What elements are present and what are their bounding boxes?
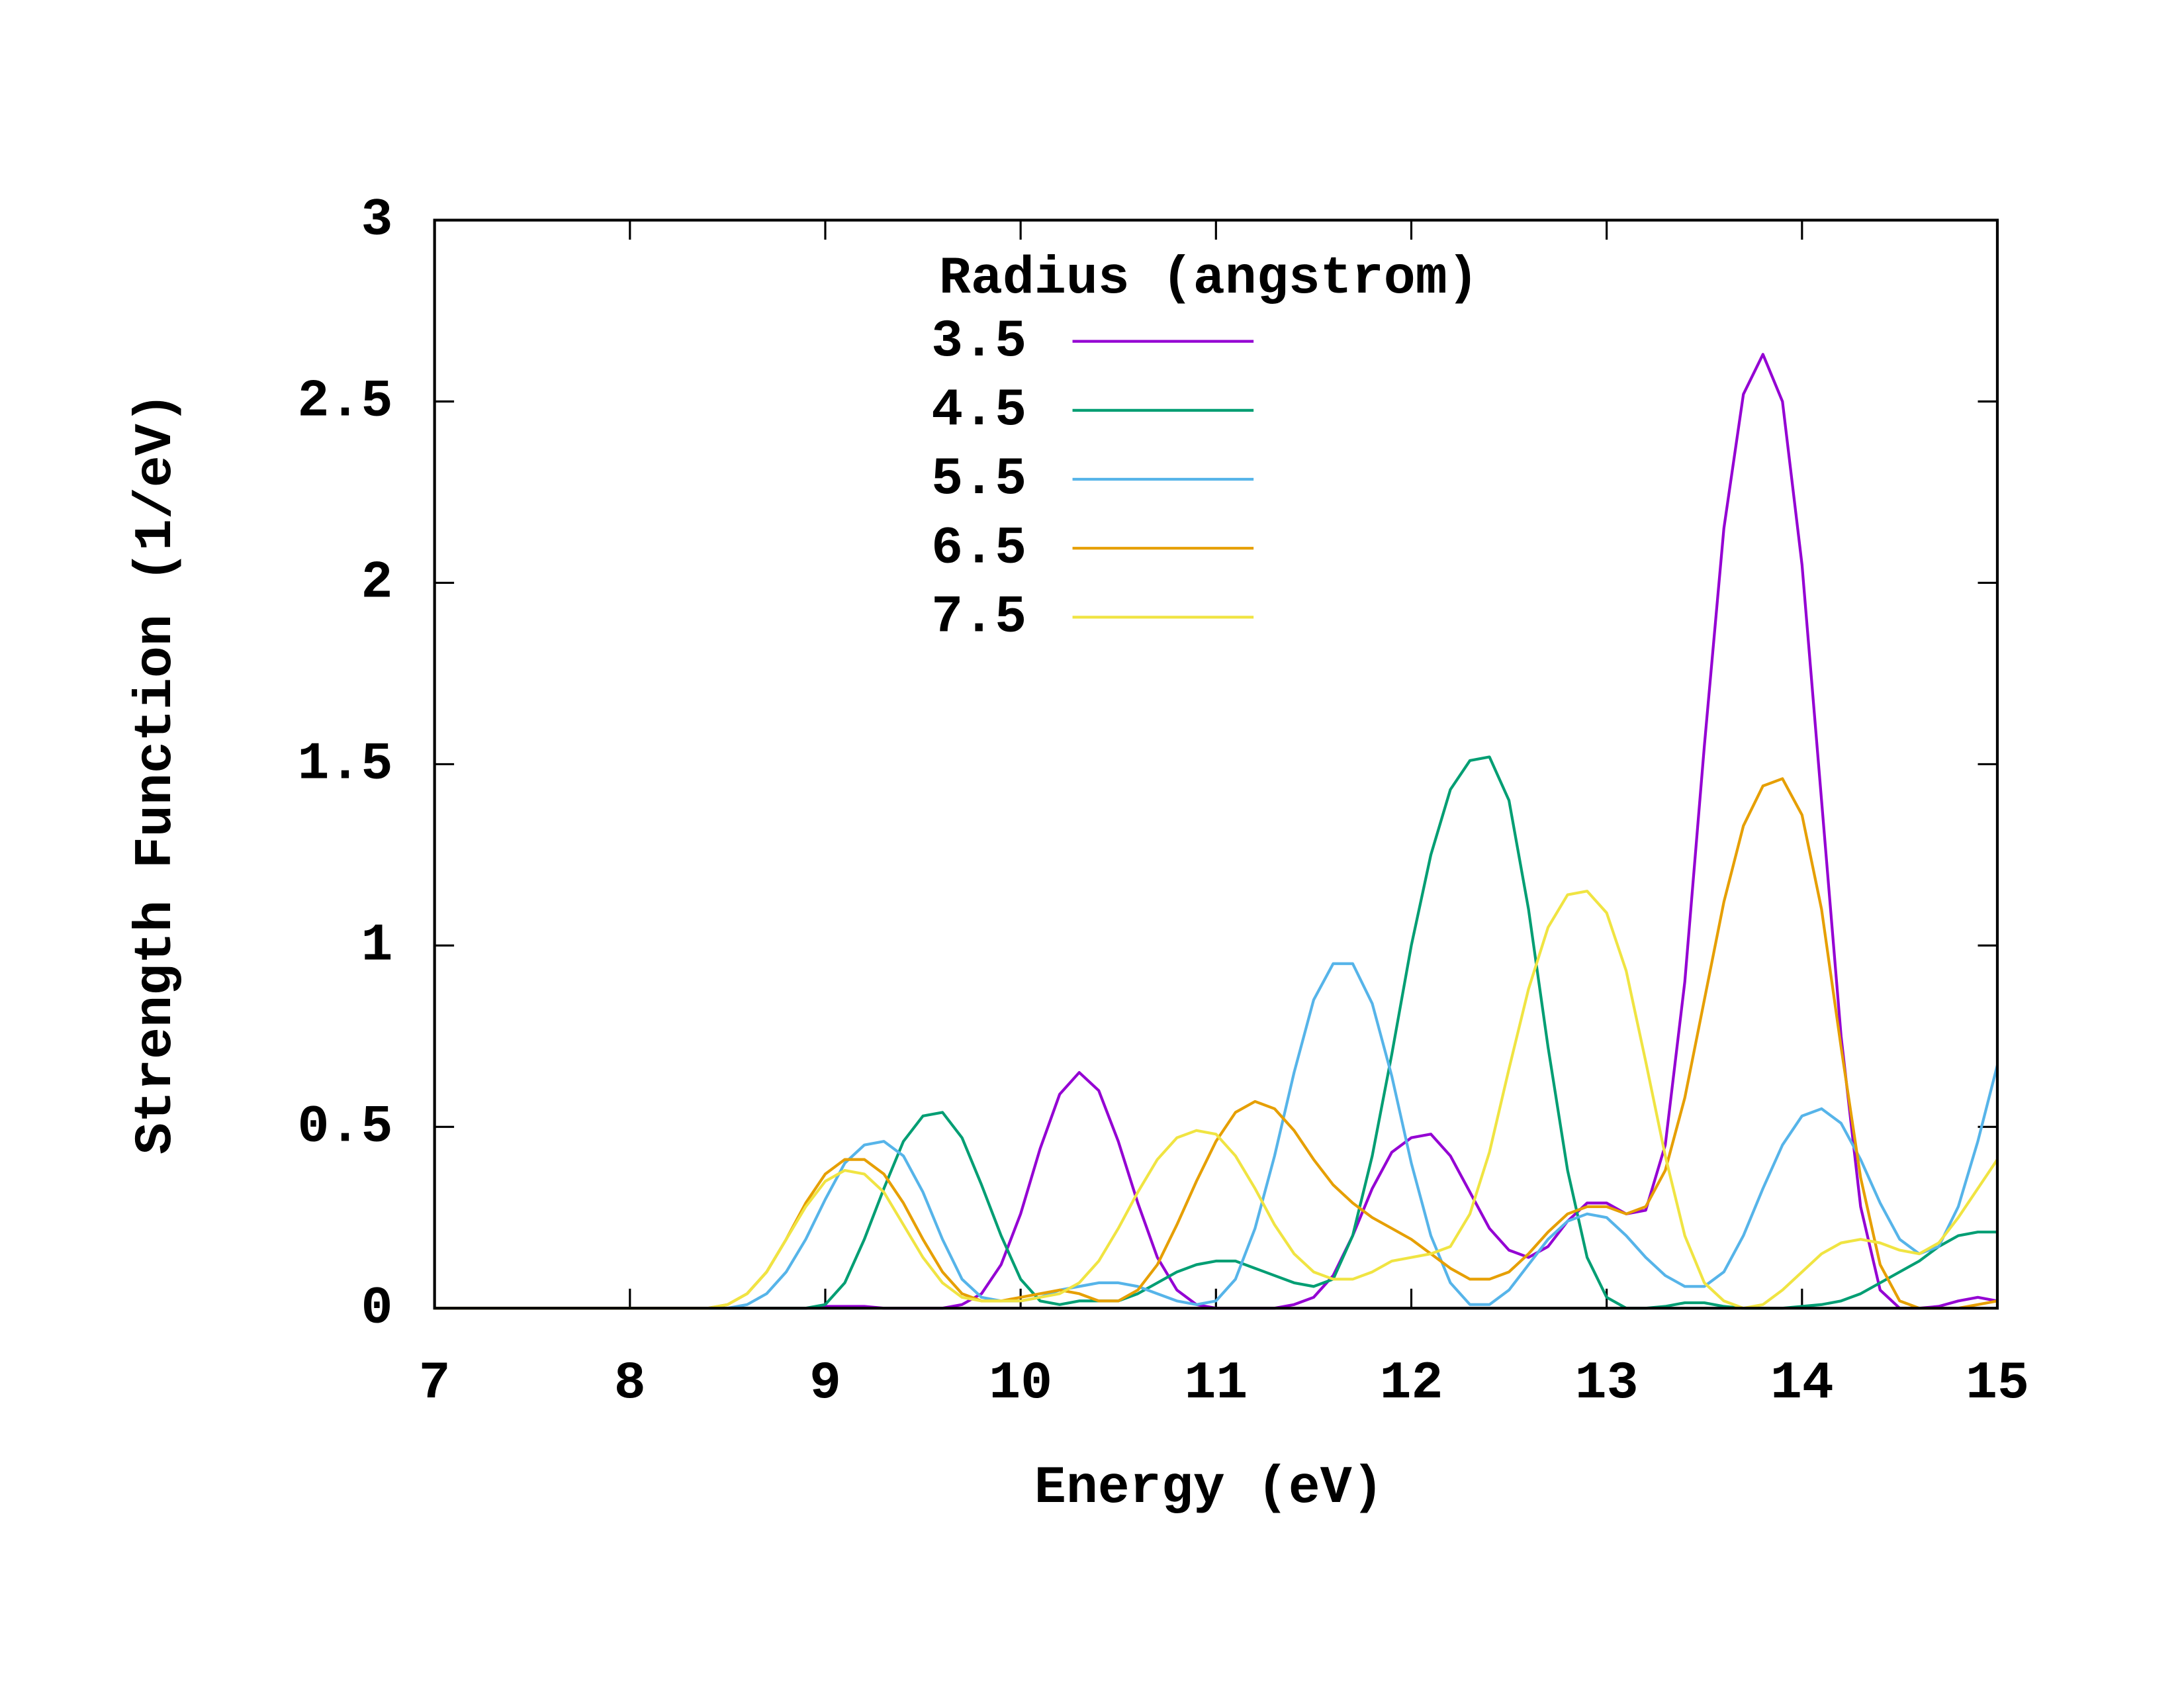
- y-tick-label: 2: [361, 553, 392, 614]
- x-axis-label: Energy (eV): [1034, 1458, 1384, 1519]
- legend-label: 6.5: [931, 518, 1026, 579]
- y-tick-label: 1.5: [298, 735, 393, 795]
- x-tick-label: 12: [1379, 1354, 1443, 1414]
- x-tick-label: 9: [809, 1354, 841, 1414]
- x-tick-label: 13: [1575, 1354, 1639, 1414]
- x-tick-label: 15: [1966, 1354, 2029, 1414]
- x-tick-label: 11: [1184, 1354, 1248, 1414]
- legend-title: Radius (angstrom): [939, 249, 1479, 309]
- y-tick-label: 1: [361, 915, 392, 976]
- x-tick-label: 7: [419, 1354, 451, 1414]
- x-tick-label: 14: [1770, 1354, 1834, 1414]
- y-tick-label: 0.5: [298, 1097, 393, 1157]
- y-tick-label: 0: [361, 1278, 392, 1338]
- legend-label: 4.5: [931, 381, 1026, 441]
- y-tick-label: 2.5: [298, 372, 393, 432]
- legend-label: 5.5: [931, 449, 1026, 510]
- legend-label: 3.5: [931, 312, 1026, 372]
- legend-label: 7.5: [931, 587, 1026, 647]
- y-axis-label: Strength Function (1/eV): [126, 392, 187, 1154]
- x-tick-label: 8: [614, 1354, 646, 1414]
- plot-frame: [433, 218, 1999, 1310]
- x-tick-label: 10: [989, 1354, 1052, 1414]
- y-tick-label: 3: [361, 191, 392, 251]
